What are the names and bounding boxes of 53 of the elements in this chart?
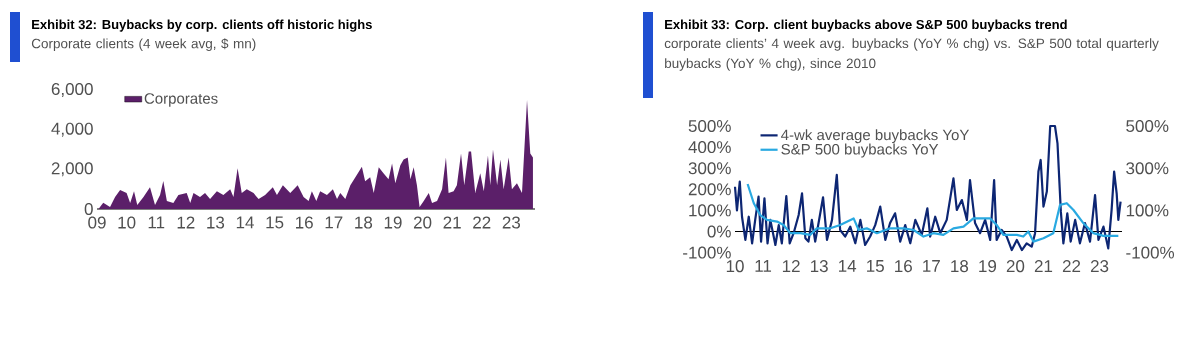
x-tick-label: 21 [443,216,461,229]
y-tick-label: 200% [688,183,731,196]
legend-label: 4-wk average buybacks YoY [781,129,970,144]
y-tick-label: 400% [688,141,731,154]
x-tick-label: 13 [207,216,225,229]
chart-subtitle: Corporate clients (4 week avg, $ mn) [31,38,256,51]
x-tick-label: 23 [1090,260,1109,273]
line-series [746,182,1120,243]
x-tick-label: 12 [177,216,195,229]
x-tick-label: 16 [296,216,313,229]
x-tick-label: 20 [1006,260,1025,273]
x-tick-label: 12 [782,260,800,272]
x-tick-label: 13 [810,260,828,273]
x-tick-label: 15 [266,216,284,229]
y-tick-label: 4,000 [51,122,93,137]
x-tick-label: 22 [473,216,491,229]
x-tick-label: 11 [148,216,165,229]
x-tick-label: 10 [726,260,744,273]
legend-label: Corporates [144,93,218,107]
x-tick-label: 10 [118,216,136,229]
x-tick-label: 09 [88,216,106,229]
line-series [733,124,1122,252]
x-tick-label: 18 [951,260,969,273]
y-tick-label: -100% [683,246,731,259]
y-tick-label: 500% [688,119,731,133]
y-tick-label: 0% [707,225,731,238]
chart-title: Exhibit 32: Buybacks by corp. clients off historic highs [32,19,372,32]
chart-subtitle: corporate clients’ 4 week avg. buybacks (YoY % chg) vs. S&P 500 total quarterly buybacks (YoY % chg), since 2010 [664,38,1159,71]
chart-title: Exhibit 33: Corp. client buybacks above S&P 500 buybacks trend [665,19,1067,32]
legend-label: S&P 500 buybacks YoY [781,143,939,158]
y2-tick-label: -100% [1126,246,1175,259]
x-tick-label: 23 [502,216,521,229]
x-tick-label: 17 [923,260,940,272]
x-tick-label: 11 [755,260,772,272]
y-tick-label: 0 [84,202,93,216]
x-tick-label: 21 [1034,260,1053,272]
x-tick-label: 14 [839,260,857,272]
x-tick-label: 20 [413,216,432,229]
x-tick-label: 19 [384,216,402,229]
y-tick-label: 300% [688,162,731,175]
x-tick-label: 14 [236,216,254,229]
y2-tick-label: 100% [1126,204,1169,217]
y2-tick-label: 300% [1126,162,1169,175]
y-tick-label: 2,000 [51,162,93,177]
x-tick-label: 17 [325,216,343,229]
x-tick-label: 22 [1062,260,1081,272]
x-tick-label: 16 [895,260,912,273]
x-tick-label: 18 [355,216,373,229]
y2-tick-label: 500% [1126,119,1169,133]
x-tick-label: 19 [979,260,997,273]
y-tick-label: 100% [689,204,731,217]
y-tick-label: 6,000 [51,82,93,98]
x-tick-label: 15 [867,260,884,272]
